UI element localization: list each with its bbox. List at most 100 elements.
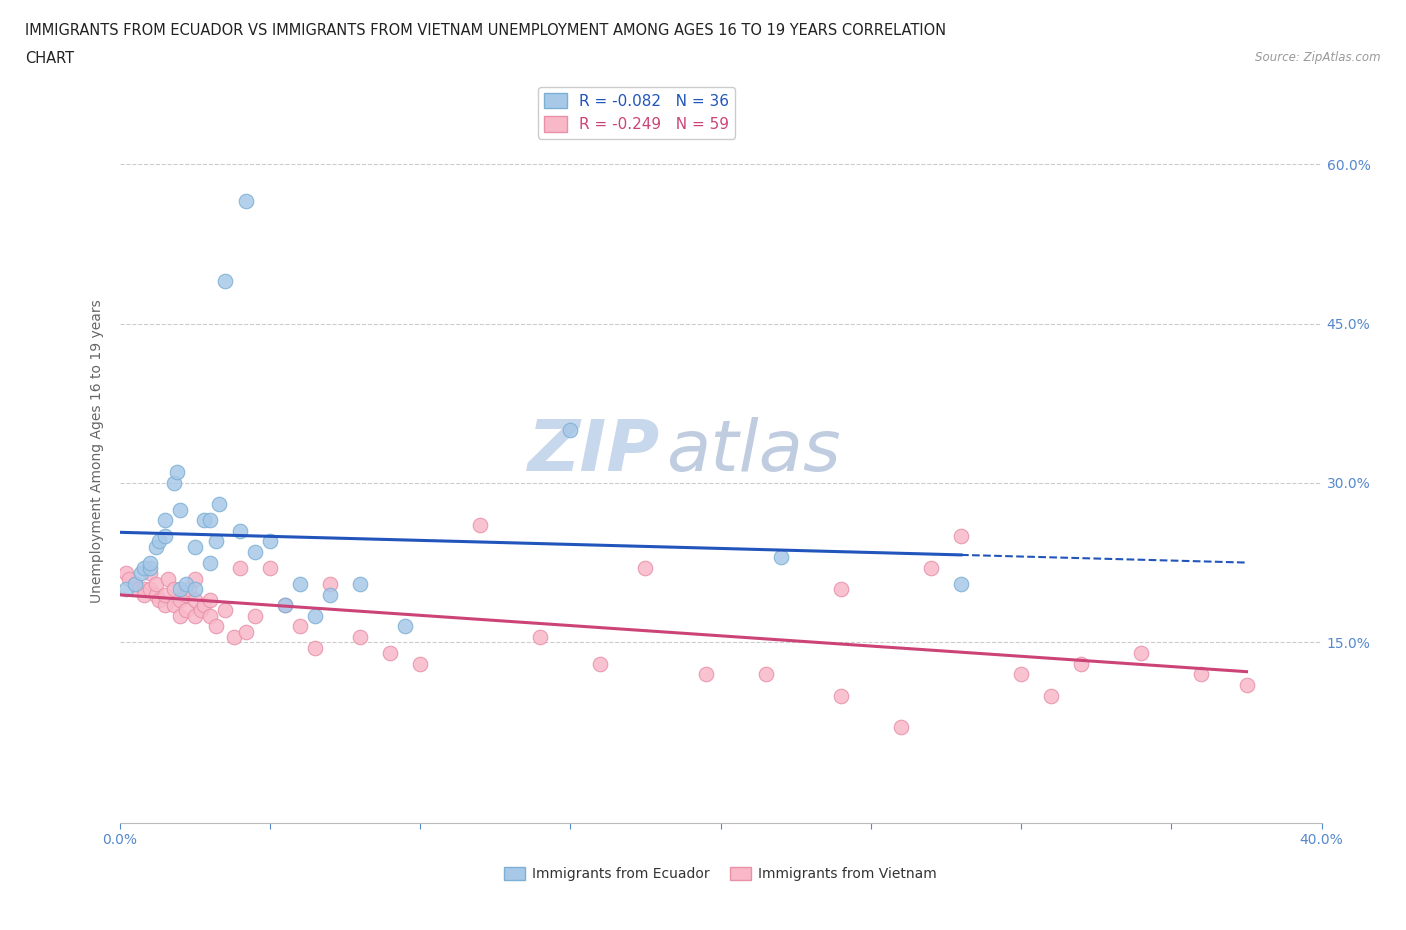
Point [117,571,139,586]
Point [198,555,221,570]
Point [243,545,266,560]
Point [319,577,342,591]
Point [124,577,146,591]
Point [214,273,236,288]
Point [589,657,612,671]
Point [259,561,281,576]
Point [138,582,160,597]
Point [288,577,311,591]
Point [274,598,297,613]
Point [138,561,160,576]
Point [222,630,245,644]
Point [830,688,852,703]
Point [183,592,205,607]
Point [198,512,221,527]
Point [183,571,205,586]
Point [560,422,582,437]
Point [243,608,266,623]
Point [148,534,170,549]
Point [409,657,432,671]
Point [193,598,215,613]
Point [890,720,912,735]
Point [1010,667,1032,682]
Point [153,587,176,602]
Point [1040,688,1063,703]
Point [378,645,401,660]
Point [259,534,281,549]
Point [169,502,191,517]
Point [174,577,197,591]
Point [349,577,371,591]
Point [177,582,200,597]
Point [394,619,416,634]
Point [174,587,197,602]
Point [132,561,155,576]
Text: Source: ZipAtlas.com: Source: ZipAtlas.com [1256,51,1381,64]
Point [1070,657,1092,671]
Point [228,561,252,576]
Point [156,571,179,586]
Point [129,565,152,580]
Point [174,603,197,618]
Point [183,582,205,597]
Point [153,598,176,613]
Point [153,512,176,527]
Point [169,582,191,597]
Point [950,577,973,591]
Point [204,534,226,549]
Point [162,598,184,613]
Point [634,561,657,576]
Point [138,565,160,580]
Point [228,524,252,538]
Point [138,555,160,570]
Point [148,592,170,607]
Point [169,608,191,623]
Point [153,528,176,543]
Point [183,539,205,554]
Point [920,561,942,576]
Text: atlas: atlas [666,417,841,485]
Point [190,603,212,618]
Point [145,577,167,591]
Point [529,630,551,644]
Point [124,577,146,591]
Text: CHART: CHART [25,51,75,66]
Point [1189,667,1212,682]
Point [183,608,205,623]
Point [349,630,371,644]
Point [132,587,155,602]
Point [288,619,311,634]
Point [204,619,226,634]
Point [304,608,326,623]
Point [235,193,257,208]
Y-axis label: Unemployment Among Ages 16 to 19 years: Unemployment Among Ages 16 to 19 years [90,299,104,603]
Legend: Immigrants from Ecuador, Immigrants from Vietnam: Immigrants from Ecuador, Immigrants from… [499,862,942,887]
Point [769,550,792,565]
Point [274,598,297,613]
Point [950,528,973,543]
Text: IMMIGRANTS FROM ECUADOR VS IMMIGRANTS FROM VIETNAM UNEMPLOYMENT AMONG AGES 16 TO: IMMIGRANTS FROM ECUADOR VS IMMIGRANTS FR… [25,23,946,38]
Point [132,582,155,597]
Point [145,539,167,554]
Point [114,565,136,580]
Point [198,592,221,607]
Point [208,497,231,512]
Point [1236,677,1258,692]
Text: ZIP: ZIP [529,417,661,485]
Point [166,465,188,480]
Point [755,667,778,682]
Point [1130,645,1153,660]
Point [235,624,257,639]
Point [162,475,184,490]
Point [214,603,236,618]
Point [830,582,852,597]
Point [198,608,221,623]
Point [468,518,492,533]
Point [695,667,717,682]
Point [304,640,326,655]
Point [162,582,184,597]
Point [319,587,342,602]
Point [193,512,215,527]
Point [114,582,136,597]
Point [169,592,191,607]
